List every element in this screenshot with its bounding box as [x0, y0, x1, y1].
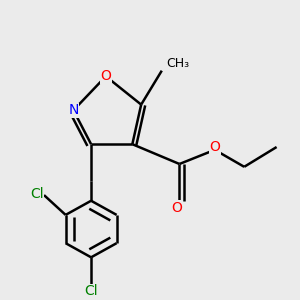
Text: O: O [171, 201, 182, 215]
Text: CH₃: CH₃ [167, 57, 190, 70]
Text: N: N [68, 103, 79, 117]
Text: O: O [209, 140, 220, 154]
Text: Cl: Cl [30, 187, 44, 201]
Text: Cl: Cl [84, 284, 98, 298]
Text: O: O [100, 69, 111, 83]
